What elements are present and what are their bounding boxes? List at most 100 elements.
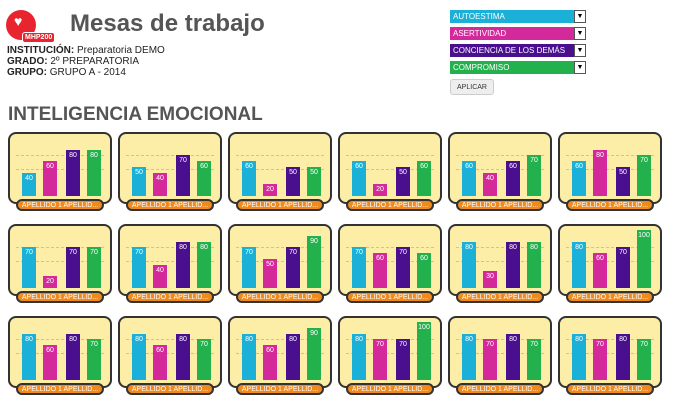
student-name-label[interactable]: APELLIDO 1 APELLID... — [126, 199, 214, 211]
gridline — [236, 169, 324, 170]
select-asertividad[interactable]: ASERTIVIDAD ▼ — [450, 27, 586, 40]
select-autoestima[interactable]: AUTOESTIMA ▼ — [450, 10, 586, 23]
student-name-label[interactable]: APELLIDO 1 APELLID... — [236, 291, 324, 303]
student-card[interactable]: 80 60 70 100 APELLIDO 1 APELLID... — [558, 224, 662, 304]
student-name-label[interactable]: APELLIDO 1 APELLID... — [566, 291, 654, 303]
select-compromiso[interactable]: COMPROMISO ▼ — [450, 61, 586, 74]
student-card[interactable]: 80 70 80 70 APELLIDO 1 APELLID... — [558, 316, 662, 396]
bar: 80 — [87, 149, 101, 196]
student-card[interactable]: 60 20 50 60 APELLIDO 1 APELLID... — [338, 132, 442, 212]
student-card[interactable]: 80 60 80 90 APELLIDO 1 APELLID... — [228, 316, 332, 396]
student-card[interactable]: 70 50 70 90 APELLIDO 1 APELLID... — [228, 224, 332, 304]
bar-value-label: 70 — [640, 341, 648, 349]
bar: 70 — [593, 339, 607, 380]
student-card[interactable]: 80 60 80 70 APELLIDO 1 APELLID... — [118, 316, 222, 396]
bar-value-label: 80 — [619, 335, 627, 343]
student-name-label[interactable]: APELLIDO 1 APELLID... — [16, 199, 104, 211]
bar: 40 — [153, 264, 167, 288]
bar-value-label: 100 — [418, 324, 430, 331]
student-card[interactable]: 60 40 60 70 APELLIDO 1 APELLID... — [448, 132, 552, 212]
gridline — [236, 246, 324, 248]
bar: 70 — [396, 339, 410, 380]
bar: 60 — [43, 345, 57, 380]
gridline — [236, 261, 324, 262]
select-conciencia[interactable]: CONCIENCIA DE LOS DEMÁS ▼ — [450, 44, 586, 57]
bar-value-label: 80 — [135, 335, 143, 343]
bar-value-label: 80 — [596, 151, 604, 159]
bar-value-label: 80 — [289, 335, 297, 343]
bar-value-label: 80 — [509, 243, 517, 251]
bar: 80 — [286, 333, 300, 380]
student-name-label[interactable]: APELLIDO 1 APELLID... — [126, 383, 214, 395]
student-name-label[interactable]: APELLIDO 1 APELLID... — [456, 383, 544, 395]
student-card[interactable]: 70 40 80 80 APELLIDO 1 APELLID... — [118, 224, 222, 304]
student-card[interactable]: 70 20 70 70 APELLIDO 1 APELLID... — [8, 224, 112, 304]
chart-panel: 80 70 80 70 — [558, 316, 662, 388]
bar-value-label: 20 — [376, 186, 384, 194]
bar-value-label: 80 — [200, 243, 208, 251]
bar-value-label: 70 — [376, 341, 384, 349]
bar-value-label: 50 — [135, 169, 143, 176]
student-card[interactable]: 40 60 80 80 APELLIDO 1 APELLID... — [8, 132, 112, 212]
student-name-label[interactable]: APELLIDO 1 APELLID... — [346, 383, 434, 395]
bar: 80 — [506, 333, 520, 380]
chart-panel: 70 40 80 80 — [118, 224, 222, 296]
student-name-label[interactable]: APELLIDO 1 APELLID... — [236, 383, 324, 395]
bar-value-label: 80 — [25, 335, 33, 343]
student-name-label[interactable]: APELLIDO 1 APELLID... — [456, 291, 544, 303]
student-name-label[interactable]: APELLIDO 1 APELLID... — [16, 383, 104, 395]
student-card[interactable]: 80 70 70 100 APELLIDO 1 APELLID... — [338, 316, 442, 396]
student-name-label[interactable]: APELLIDO 1 APELLID... — [566, 383, 654, 395]
student-name-label[interactable]: APELLIDO 1 APELLID... — [126, 291, 214, 303]
gridline — [566, 169, 654, 170]
logo-badge: MHP200 — [22, 32, 56, 43]
student-name-label[interactable]: APELLIDO 1 APELLID... — [456, 199, 544, 211]
bar: 60 — [506, 161, 520, 196]
bar-value-label: 70 — [530, 157, 538, 165]
chart-panel: 80 60 80 70 — [8, 316, 112, 388]
bar-value-label: 60 — [376, 255, 384, 263]
bar: 80 — [527, 241, 541, 288]
bar: 80 — [462, 333, 476, 380]
gridline — [456, 169, 544, 170]
student-card[interactable]: 80 70 80 70 APELLIDO 1 APELLID... — [448, 316, 552, 396]
gridline — [346, 154, 434, 156]
student-card[interactable]: 60 20 50 50 APELLIDO 1 APELLID... — [228, 132, 332, 212]
student-name-label[interactable]: APELLIDO 1 APELLID... — [236, 199, 324, 211]
student-name-label[interactable]: APELLIDO 1 APELLID... — [346, 199, 434, 211]
bar: 70 — [396, 247, 410, 288]
bar-value-label: 80 — [465, 243, 473, 251]
gridline — [16, 154, 104, 156]
student-name-label[interactable]: APELLIDO 1 APELLID... — [16, 291, 104, 303]
bar-value-label: 60 — [596, 255, 604, 263]
bar: 70 — [616, 247, 630, 288]
logo: ♥ MHP200 — [6, 10, 56, 43]
gridline — [126, 353, 214, 354]
bar: 80 — [176, 333, 190, 380]
student-name-label[interactable]: APELLIDO 1 APELLID... — [566, 199, 654, 211]
bar: 40 — [483, 172, 497, 196]
student-card[interactable]: 60 80 50 70 APELLIDO 1 APELLID... — [558, 132, 662, 212]
bar-value-label: 80 — [355, 335, 363, 343]
student-name-label[interactable]: APELLIDO 1 APELLID... — [346, 291, 434, 303]
bar-value-label: 60 — [575, 163, 583, 171]
gridline — [16, 261, 104, 262]
chevron-down-icon: ▼ — [574, 27, 586, 40]
student-card[interactable]: 80 30 80 80 APELLIDO 1 APELLID... — [448, 224, 552, 304]
student-card[interactable]: 50 40 70 60 APELLIDO 1 APELLID... — [118, 132, 222, 212]
bar-value-label: 20 — [266, 186, 274, 194]
student-card[interactable]: 70 60 70 60 APELLIDO 1 APELLID... — [338, 224, 442, 304]
institution-row: INSTITUCIÓN: Preparatoria DEMO — [7, 45, 165, 56]
bar-value-label: 70 — [640, 157, 648, 165]
bar-value-label: 40 — [156, 266, 164, 274]
apply-button[interactable]: APLICAR — [450, 79, 494, 95]
bar-value-label: 70 — [90, 341, 98, 349]
bar: 20 — [373, 184, 387, 196]
bar-value-label: 70 — [135, 249, 143, 257]
gridline — [126, 154, 214, 156]
bar: 20 — [263, 184, 277, 196]
chart-panel: 70 50 70 90 — [228, 224, 332, 296]
student-card[interactable]: 80 60 80 70 APELLIDO 1 APELLID... — [8, 316, 112, 396]
gridline — [126, 338, 214, 340]
bar: 70 — [637, 339, 651, 380]
